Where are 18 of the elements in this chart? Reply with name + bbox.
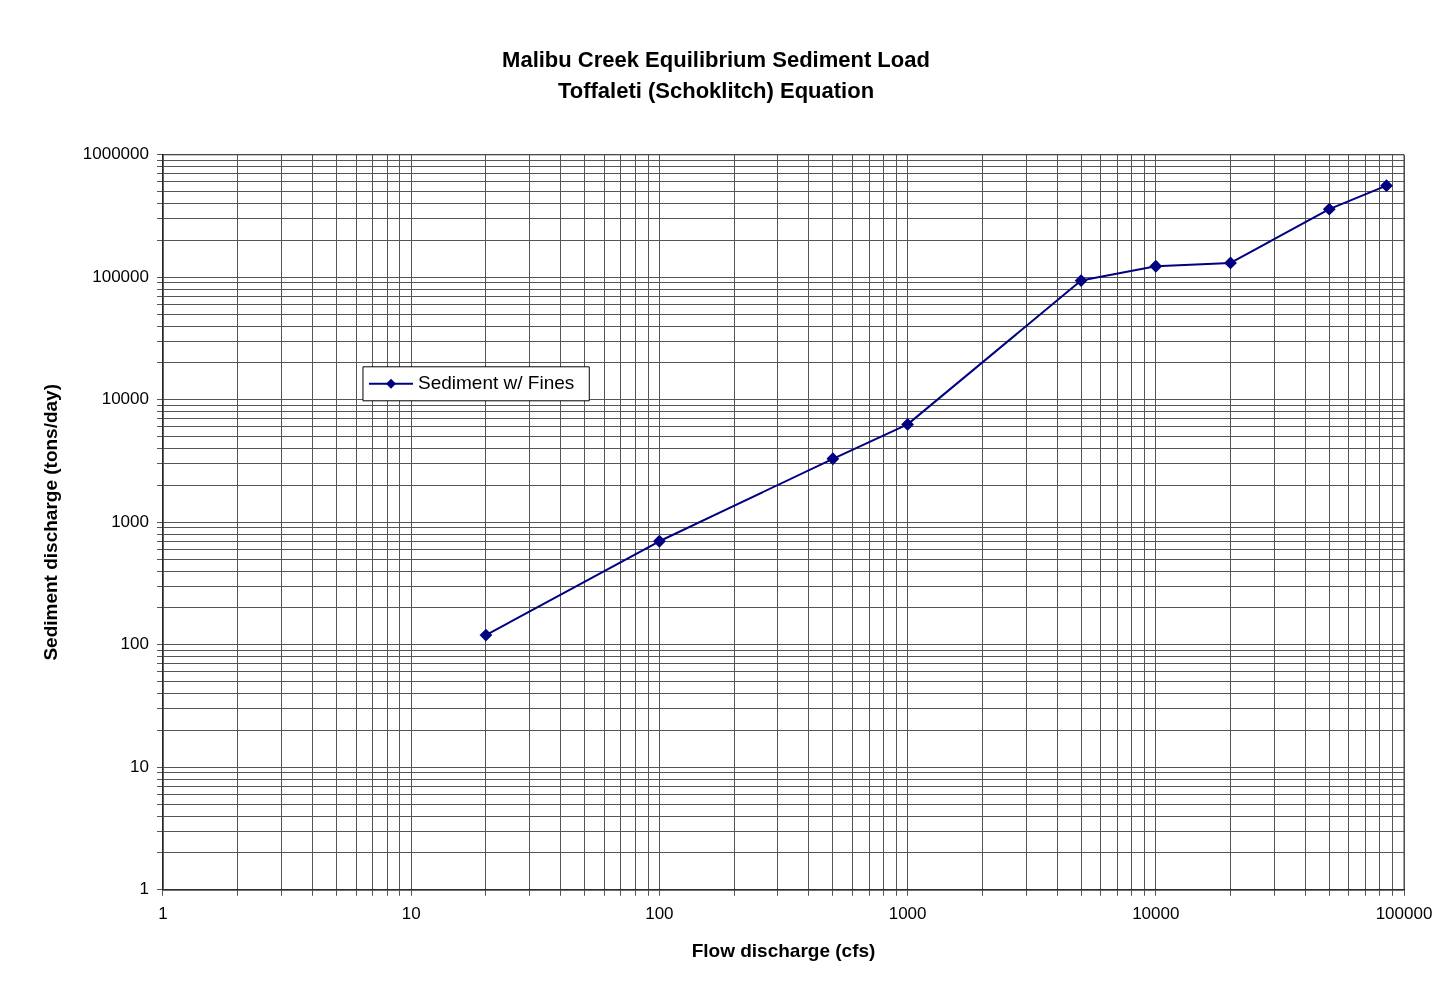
- y-tick-label: 1000: [111, 511, 149, 531]
- y-axis-title: Sediment discharge (tons/day): [39, 383, 61, 661]
- legend-label: Sediment w/ Fines: [417, 372, 575, 394]
- y-tick-label: 100: [120, 634, 149, 654]
- x-tick-label: 100: [645, 903, 674, 923]
- x-tick-label: 1: [158, 903, 168, 923]
- chart-title: Malibu Creek Equilibrium Sediment Load: [502, 47, 930, 73]
- y-tick-label: 1000000: [82, 144, 149, 164]
- chart-subtitle: Toffaleti (Schoklitch) Equation: [557, 77, 875, 103]
- y-tick-label: 100000: [92, 266, 149, 286]
- y-tick-label: 10000: [101, 389, 149, 409]
- y-tick-label: 10: [130, 756, 149, 776]
- x-tick-label: 10: [401, 903, 421, 923]
- x-axis-title: Flow discharge (cfs): [691, 939, 876, 961]
- x-tick-label: 100000: [1375, 903, 1433, 923]
- y-tick-label: 1: [139, 879, 149, 899]
- x-tick-label: 1000: [888, 903, 927, 923]
- x-tick-label: 10000: [1132, 903, 1180, 923]
